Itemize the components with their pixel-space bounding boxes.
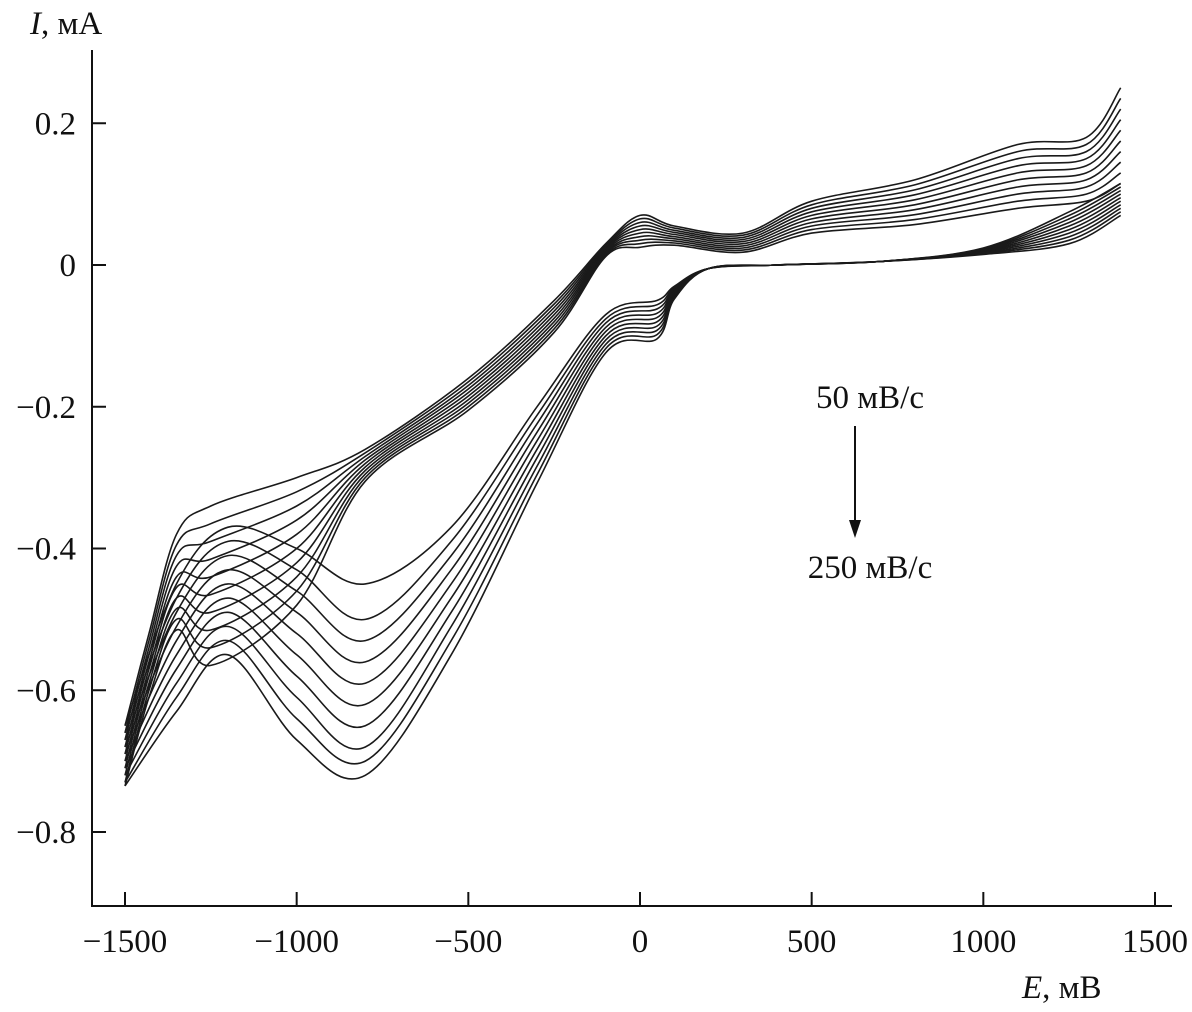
x-tick-label: 1500 (1122, 924, 1188, 960)
y-tick-label: −0.2 (16, 390, 76, 426)
x-ticks: −1500 −1000 −500 0 500 1000 1500 (83, 892, 1188, 960)
cv-reverse-sweep-line (124, 211, 1122, 734)
cv-forward-sweep-line (124, 129, 1122, 755)
cv-forward-sweep-line (124, 150, 1122, 769)
cv-reverse-sweep-line (124, 193, 1122, 769)
y-tick-label: −0.8 (16, 815, 76, 851)
cv-reverse-sweep-line (124, 182, 1122, 787)
x-tick-label: 0 (632, 924, 649, 960)
y-tick-label: −0.4 (16, 532, 76, 568)
cv-cycle-10 (124, 182, 1122, 787)
cv-forward-sweep-line (124, 87, 1122, 726)
cv-reverse-sweep-line (124, 204, 1122, 748)
cv-forward-sweep-line (124, 97, 1122, 734)
y-axis-title: I, мА (29, 6, 102, 42)
cv-reverse-sweep-line (124, 207, 1122, 741)
x-tick-label: −500 (434, 924, 502, 960)
cv-cycle-1 (124, 87, 1122, 726)
cv-cycle-9 (124, 172, 1122, 783)
cv-forward-sweep-line (124, 172, 1122, 783)
cv-forward-sweep-line (124, 182, 1122, 787)
x-tick-label: 500 (787, 924, 837, 960)
y-tick-label: 0.2 (35, 106, 76, 142)
curves (124, 87, 1122, 787)
y-tick-label: −0.6 (16, 673, 76, 709)
y-tick-label: 0 (60, 248, 77, 284)
axis-frame (91, 50, 1172, 907)
axes (91, 50, 1172, 907)
cv-cycle-5 (124, 129, 1122, 755)
cv-forward-sweep-line (124, 119, 1122, 748)
cv-reverse-sweep-line (124, 214, 1122, 726)
y-ticks: 0.2 0 −0.2 −0.4 −0.6 −0.8 (16, 106, 106, 851)
x-tick-label: 1000 (950, 924, 1016, 960)
annotation-top-label: 50 мВ/с (816, 380, 924, 416)
annotation-bottom-label: 250 мВ/с (808, 550, 932, 586)
cv-forward-sweep-line (124, 161, 1122, 776)
cv-cycle-7 (124, 150, 1122, 769)
cv-cycle-2 (124, 97, 1122, 734)
cv-forward-sweep-line (124, 140, 1122, 762)
x-axis-title: E, мВ (1021, 970, 1102, 1006)
x-tick-label: −1500 (83, 924, 168, 960)
annotation-arrow-head-icon (849, 520, 861, 538)
scan-rate-annotation: 50 мВ/с 250 мВ/с (808, 380, 932, 586)
cv-reverse-sweep-line (124, 189, 1122, 776)
cv-forward-sweep-line (124, 108, 1122, 741)
cv-reverse-sweep-line (124, 196, 1122, 762)
x-tick-label: −1000 (254, 924, 339, 960)
